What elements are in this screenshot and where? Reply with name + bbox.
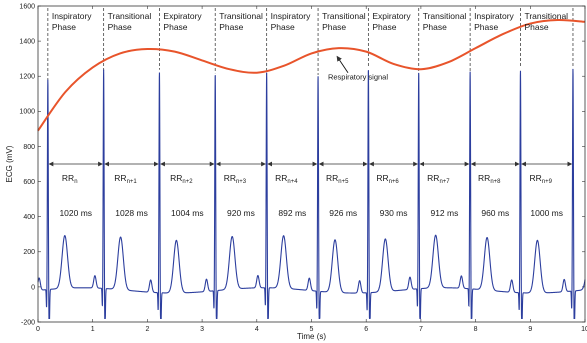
- rr-duration: 1004 ms: [171, 208, 204, 218]
- y-tick-label: 800: [23, 144, 35, 151]
- phase-label-line2: Phase: [423, 22, 447, 32]
- rr-subscript: n+3: [236, 179, 247, 185]
- rr-subscript: n+2: [182, 179, 193, 185]
- rr-duration: 892 ms: [278, 208, 306, 218]
- rr-duration: 1000 ms: [530, 208, 563, 218]
- phase-label-line2: Phase: [372, 22, 396, 32]
- x-tick-label: 3: [200, 326, 204, 333]
- rr-label: RRn+5: [326, 173, 349, 185]
- y-tick-label: -200: [21, 319, 35, 326]
- y-tick-label: 1000: [19, 109, 35, 116]
- y-tick-label: 200: [23, 249, 35, 256]
- x-tick-label: 5: [310, 326, 314, 333]
- ecg-line: [37, 68, 586, 320]
- annotation-text: Respiratory signal: [328, 73, 388, 82]
- rr-duration: 960 ms: [481, 208, 509, 218]
- annotations: Respiratory signal: [328, 55, 388, 82]
- rr-label: RRn+9: [529, 173, 552, 185]
- rr-subscript: n+8: [490, 179, 501, 185]
- phase-label-line1: Inspiratory: [271, 11, 311, 21]
- plot-frame: [37, 5, 586, 323]
- phase-label-line2: Phase: [108, 22, 132, 32]
- rr-label: RRn+2: [170, 173, 193, 185]
- phase-label-line1: Transitional: [219, 11, 263, 21]
- y-axis-label: ECG (mV): [5, 145, 14, 182]
- respiratory-series: [37, 19, 586, 132]
- x-tick-label: 7: [419, 326, 423, 333]
- rr-subscript: n: [74, 179, 77, 185]
- phase-label-line2: Phase: [52, 22, 76, 32]
- y-tick-label: 1200: [19, 74, 35, 81]
- respiratory-line: [37, 19, 586, 132]
- x-tick-label: 4: [255, 326, 259, 333]
- y-tick-label: 0: [31, 284, 35, 291]
- y-tick-label: 1600: [19, 3, 35, 10]
- rr-interval-arrows: RRn RRn+1 RRn+2 RRn+3 RRn+4 RRn+5 RRn+6 RRn+7 RR…: [48, 161, 573, 185]
- phase-label-line1: Expiratory: [372, 11, 411, 21]
- x-tick-label: 2: [145, 326, 149, 333]
- y-tick-label: 600: [23, 179, 35, 186]
- phase-label-line2: Phase: [474, 22, 498, 32]
- x-tick-label: 9: [528, 326, 532, 333]
- phase-label-line2: Phase: [163, 22, 187, 32]
- ecg-series: [37, 68, 586, 320]
- rr-duration: 912 ms: [430, 208, 458, 218]
- y-tick-label: 1400: [19, 39, 35, 46]
- phase-label-line1: Transitional: [423, 11, 467, 21]
- phase-label-line1: Inspiratory: [474, 11, 514, 21]
- phase-boundary-lines: [47, 8, 574, 170]
- x-tick-labels: 0 1 2 3 4 5 6 7 8 9 10: [36, 6, 587, 333]
- rr-label: RRn+7: [427, 173, 450, 185]
- x-tick-label: 6: [364, 326, 368, 333]
- x-axis-label: Time (s): [297, 332, 326, 341]
- rr-label: RRn+4: [275, 173, 298, 185]
- rr-subscript: n+4: [287, 179, 298, 185]
- phase-label-line2: Phase: [271, 22, 295, 32]
- phase-labels: InspiratoryPhaseTransitionalPhaseExpirat…: [52, 11, 568, 32]
- rr-label: RRn: [62, 173, 78, 185]
- rr-duration-labels: 1020 ms 1028 ms 1004 ms 920 ms 892 ms 926 ms 9…: [59, 208, 563, 218]
- phase-label-line1: Transitional: [524, 11, 568, 21]
- x-tick-label: 1: [91, 326, 95, 333]
- y-tick-label: 400: [23, 214, 35, 221]
- rr-duration: 930 ms: [380, 208, 408, 218]
- rr-duration: 1020 ms: [59, 208, 92, 218]
- rr-subscript: n+7: [439, 179, 450, 185]
- phase-label-line1: Transitional: [108, 11, 152, 21]
- phase-label-line1: Transitional: [322, 11, 366, 21]
- rr-label: RRn+1: [114, 173, 137, 185]
- rr-label: RRn+6: [376, 173, 399, 185]
- phase-label-line1: Inspiratory: [52, 11, 92, 21]
- phase-label-line2: Phase: [524, 22, 548, 32]
- rr-duration: 920 ms: [227, 208, 255, 218]
- phase-label-line2: Phase: [322, 22, 346, 32]
- phase-label-line2: Phase: [219, 22, 243, 32]
- phase-label-line1: Expiratory: [163, 11, 202, 21]
- rr-subscript: n+5: [338, 179, 349, 185]
- x-tick-label: 10: [581, 326, 587, 333]
- rr-subscript: n+9: [542, 179, 553, 185]
- rr-label: RRn+8: [478, 173, 501, 185]
- rr-subscript: n+1: [127, 179, 138, 185]
- rr-duration: 926 ms: [329, 208, 357, 218]
- rr-label: RRn+3: [224, 173, 247, 185]
- rr-subscript: n+6: [389, 179, 400, 185]
- x-tick-label: 8: [474, 326, 478, 333]
- x-tick-label: 0: [36, 326, 40, 333]
- rr-duration: 1028 ms: [115, 208, 148, 218]
- annotation-arrow: [336, 55, 349, 73]
